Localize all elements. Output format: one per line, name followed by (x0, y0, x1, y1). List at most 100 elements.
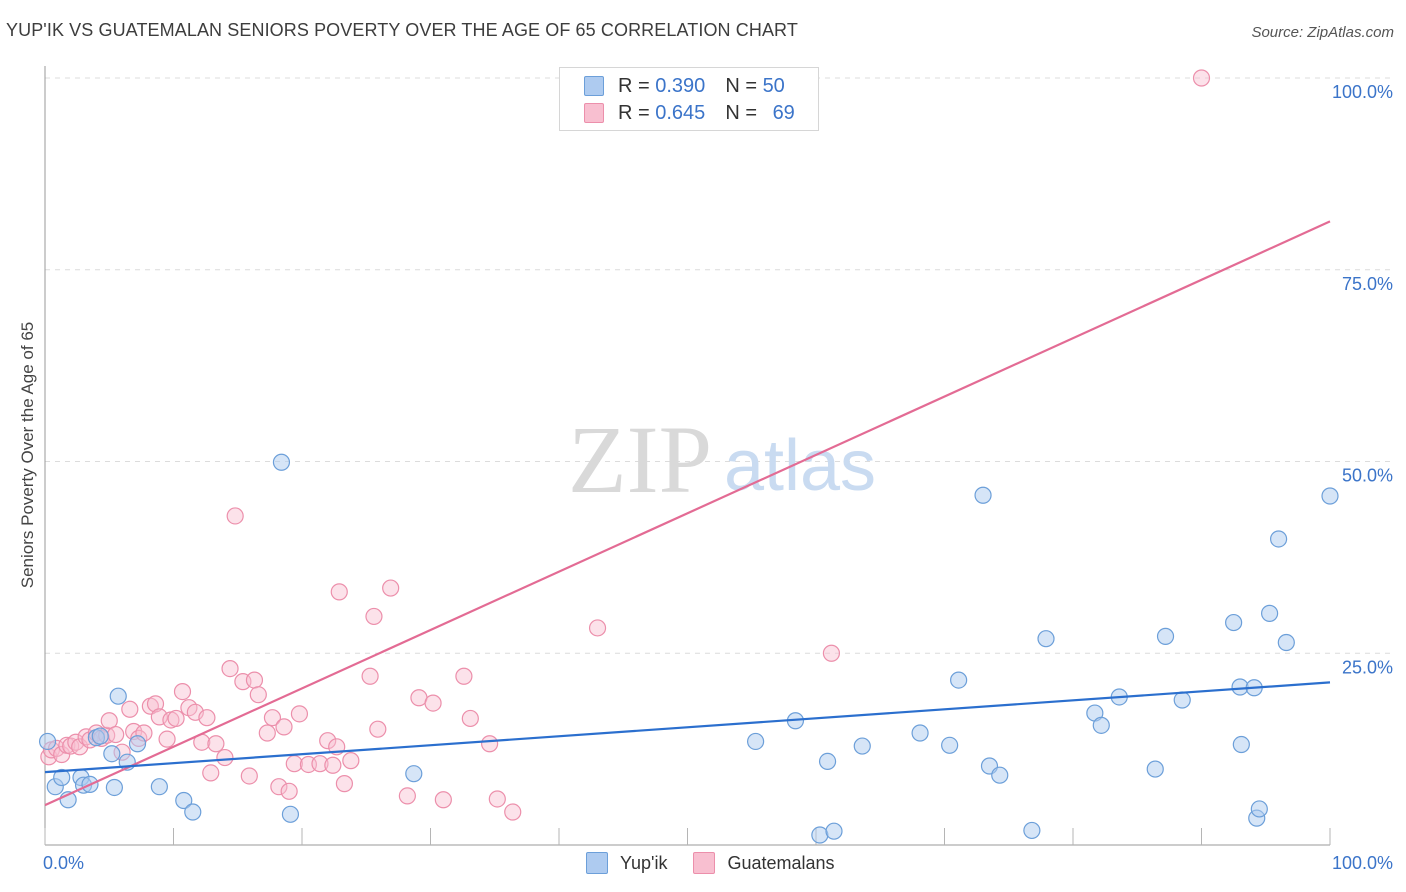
y-tick-label: 100.0% (1332, 82, 1393, 102)
y-tick-label: 50.0% (1342, 466, 1393, 486)
data-point-guatemalans (481, 735, 499, 753)
data-point-guatemalans (275, 718, 293, 736)
tick-labels: 25.0% 50.0% 75.0% 100.0% 0.0% 100.0% (43, 82, 1393, 873)
bottom-legend-swatch-guatemalans (693, 852, 716, 874)
data-point-guatemalans (369, 720, 387, 738)
bottom-legend-label-yupik: Yup'ik (620, 852, 668, 873)
legend: R = 0.390 N = 50 R = 0.645 N = 69 (559, 67, 819, 131)
bottom-legend: Yup'ik Guatemalans (586, 852, 861, 874)
data-point-yupik (825, 822, 843, 840)
data-point-yupik (818, 752, 837, 770)
data-point-guatemalans (280, 782, 298, 800)
data-point-yupik (1232, 735, 1250, 754)
data-point-yupik (1277, 633, 1295, 652)
legend-r-label: R = (618, 101, 656, 124)
legend-n-value: 69 (772, 101, 795, 124)
data-point-yupik (38, 732, 57, 751)
data-point-guatemalans (324, 756, 342, 774)
data-point-yupik (747, 732, 765, 751)
chart-title: YUP'IK VS GUATEMALAN SENIORS POVERTY OVE… (6, 20, 798, 40)
data-point-yupik (184, 803, 202, 821)
series-guatemalans (40, 69, 1211, 821)
grid-lines (45, 77, 1395, 654)
data-point-guatemalans (330, 583, 348, 601)
y-axis-label: Seniors Poverty Over the Age of 65 (18, 321, 37, 589)
data-point-guatemalans (311, 755, 329, 773)
data-point-yupik (991, 766, 1009, 784)
data-point-guatemalans (207, 735, 225, 753)
data-point-guatemalans (158, 730, 176, 748)
data-point-yupik (1321, 487, 1339, 505)
legend-n-label: N = (725, 74, 763, 97)
data-point-guatemalans (249, 686, 267, 704)
data-point-yupik (53, 768, 71, 787)
data-point-yupik (103, 745, 121, 763)
data-point-yupik (1146, 760, 1164, 778)
legend-n-label: N = (725, 101, 763, 124)
data-point-guatemalans (146, 695, 165, 713)
trend-line-guatemalans (44, 220, 1331, 807)
data-point-guatemalans (202, 764, 220, 782)
bottom-legend-guatemalans: Guatemalans (693, 852, 835, 874)
data-point-yupik (405, 765, 423, 783)
legend-r-value: 0.390 (655, 74, 706, 97)
legend-n-value: 50 (762, 74, 785, 97)
data-point-yupik (1261, 604, 1279, 622)
legend-swatch-guatemalans (584, 103, 604, 123)
data-point-yupik (128, 735, 147, 753)
data-point-guatemalans (270, 778, 288, 796)
data-point-guatemalans (245, 671, 264, 689)
x-tick-label: 0.0% (43, 853, 84, 873)
data-point-guatemalans (216, 748, 234, 767)
data-point-yupik (109, 687, 127, 705)
y-tick-label: 25.0% (1342, 657, 1393, 677)
data-point-guatemalans (361, 667, 379, 685)
data-point-yupik (1225, 613, 1243, 632)
data-point-guatemalans (71, 738, 89, 756)
data-point-guatemalans (226, 507, 244, 525)
data-point-guatemalans (434, 791, 452, 809)
data-point-guatemalans (121, 700, 139, 718)
trend-line-yupik (44, 681, 1331, 774)
data-point-guatemalans (382, 579, 400, 597)
y-tick-label: 75.0% (1342, 274, 1393, 294)
data-point-yupik (950, 671, 968, 689)
data-point-yupik (1269, 530, 1288, 548)
axes (44, 66, 1331, 846)
data-point-guatemalans (240, 767, 258, 785)
data-point-guatemalans (198, 709, 216, 727)
data-point-yupik (941, 736, 959, 754)
trend-lines (44, 220, 1331, 807)
legend-r-label: R = (618, 74, 656, 97)
data-point-guatemalans (1192, 69, 1211, 87)
data-point-guatemalans (263, 709, 282, 727)
data-point-guatemalans (335, 775, 354, 793)
data-point-yupik (105, 778, 123, 797)
legend-swatch-yupik (584, 76, 604, 96)
data-point-yupik (91, 727, 109, 745)
data-point-yupik (853, 737, 871, 755)
x-tick-label: 100.0% (1332, 853, 1393, 873)
data-point-guatemalans (107, 725, 125, 744)
data-point-guatemalans (319, 732, 337, 750)
data-point-guatemalans (258, 724, 276, 742)
data-point-guatemalans (290, 705, 309, 723)
data-point-guatemalans (365, 607, 383, 626)
data-point-guatemalans (588, 619, 607, 637)
bottom-legend-label-guatemalans: Guatemalans (727, 852, 835, 873)
legend-row-yupik: R = 0.390 N = 50 (584, 73, 785, 99)
data-point-guatemalans (167, 709, 185, 728)
data-point-guatemalans (398, 787, 416, 805)
legend-r-value: 0.645 (655, 101, 706, 124)
data-point-yupik (281, 805, 300, 823)
bottom-legend-swatch-yupik (586, 852, 608, 874)
data-point-yupik (1037, 630, 1055, 648)
data-point-guatemalans (488, 790, 506, 808)
data-point-yupik (175, 791, 193, 810)
data-point-yupik (150, 778, 168, 796)
data-point-guatemalans (100, 712, 118, 730)
data-point-guatemalans (424, 694, 442, 712)
data-point-guatemalans (504, 803, 522, 821)
bottom-legend-yupik: Yup'ik (586, 852, 667, 874)
